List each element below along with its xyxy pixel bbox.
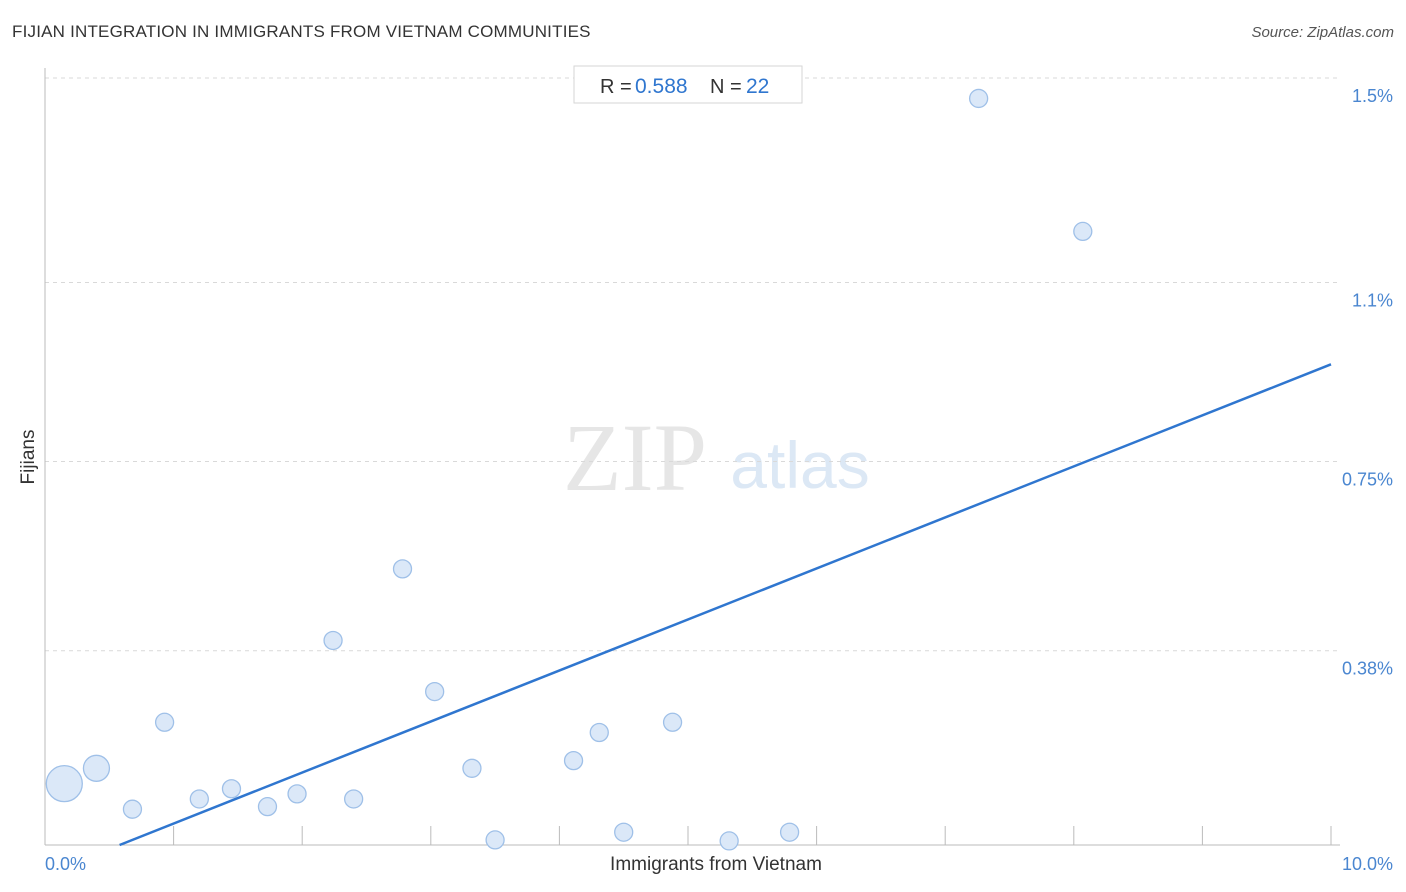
data-point bbox=[779, 822, 800, 842]
r-value: 0.588 bbox=[635, 75, 688, 98]
y-axis-label: Fijians bbox=[18, 430, 39, 485]
stats-box-frame bbox=[573, 65, 803, 104]
data-point bbox=[189, 789, 209, 809]
trend-line-group bbox=[119, 363, 1332, 847]
data-point bbox=[287, 784, 307, 804]
data-point bbox=[257, 797, 278, 817]
r-label: R = bbox=[600, 76, 632, 98]
y-tick-label: 1.1% bbox=[1352, 291, 1393, 311]
data-point bbox=[662, 712, 683, 732]
data-point bbox=[719, 831, 739, 851]
data-point bbox=[221, 779, 242, 799]
data-point bbox=[1073, 221, 1093, 242]
data-point bbox=[323, 630, 343, 651]
data-point bbox=[589, 722, 609, 743]
data-point bbox=[425, 681, 445, 702]
trend-line bbox=[119, 363, 1332, 847]
data-point bbox=[462, 758, 482, 778]
data-point bbox=[968, 88, 989, 109]
data-point bbox=[614, 822, 634, 842]
data-points bbox=[45, 88, 1093, 851]
x-tick-label-max: 10.0% bbox=[1342, 854, 1393, 874]
y-tick-label: 0.38% bbox=[1342, 659, 1393, 679]
x-tick-label-min: 0.0% bbox=[45, 854, 86, 874]
data-point bbox=[485, 830, 505, 850]
stats-box: R = 0.588 N = 22 bbox=[573, 65, 803, 104]
y-tick-label: 1.5% bbox=[1352, 86, 1393, 106]
data-point bbox=[122, 799, 143, 819]
n-label: N = bbox=[710, 76, 742, 98]
x-axis-label: Immigrants from Vietnam bbox=[610, 854, 822, 875]
data-point bbox=[154, 712, 175, 732]
watermark-zip: ZIP bbox=[563, 404, 707, 511]
data-point bbox=[392, 559, 413, 579]
n-value: 22 bbox=[746, 75, 769, 98]
data-point bbox=[563, 750, 584, 771]
data-point bbox=[45, 764, 83, 803]
axes bbox=[44, 68, 1340, 846]
y-tick-labels: 0.38% 0.75% 1.1% 1.5% bbox=[1342, 86, 1393, 679]
x-tick-marks bbox=[173, 826, 1332, 845]
chart-title: FIJIAN INTEGRATION IN IMMIGRANTS FROM VI… bbox=[12, 22, 591, 41]
data-point bbox=[343, 789, 364, 809]
data-point bbox=[82, 754, 111, 782]
source-credit: Source: ZipAtlas.com bbox=[1251, 24, 1394, 41]
y-tick-label: 0.75% bbox=[1342, 470, 1393, 490]
gridlines bbox=[45, 77, 1340, 652]
watermark-atlas: atlas bbox=[730, 428, 869, 502]
